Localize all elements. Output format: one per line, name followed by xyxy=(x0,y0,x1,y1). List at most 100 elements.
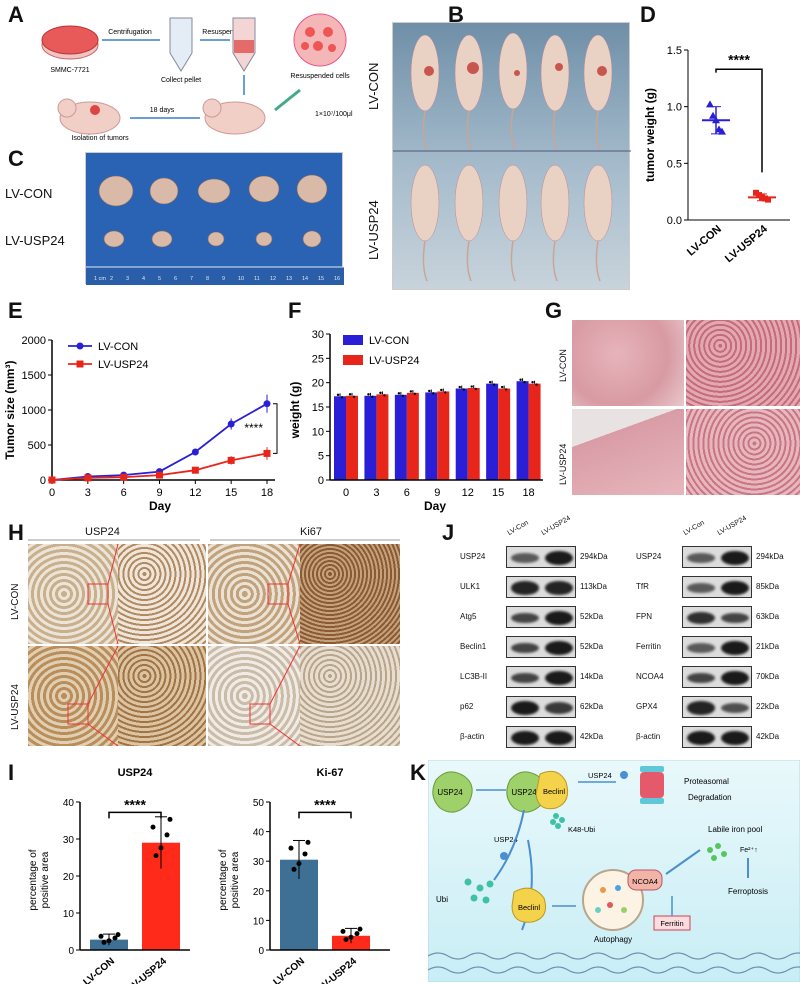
x-tick-label: 9 xyxy=(156,487,162,499)
k-ubi: Ubi xyxy=(436,895,448,904)
data-point xyxy=(106,938,112,944)
data-point xyxy=(500,385,504,389)
data-point xyxy=(98,933,104,939)
data-point xyxy=(432,392,435,395)
blot-band xyxy=(687,701,715,715)
blot-strip xyxy=(506,666,576,688)
ihc-image xyxy=(28,544,118,644)
blot-band xyxy=(721,731,749,745)
k-labile-iron-pool: Labile iron pool xyxy=(708,825,762,834)
x-tick-label: 12 xyxy=(462,487,474,499)
blot-strip xyxy=(506,546,576,568)
bar xyxy=(346,395,358,480)
blot-protein-label: GPX4 xyxy=(636,702,658,711)
y-tick-label: 0 xyxy=(40,475,46,487)
blot-protein-label: FPN xyxy=(636,612,652,621)
panel-g-label-con: LV-CON xyxy=(558,349,568,382)
y-tick-label: 40 xyxy=(63,798,75,809)
data-point xyxy=(413,392,417,396)
data-point xyxy=(343,936,349,942)
data-point xyxy=(340,396,344,399)
step-label: 1×10⁷/100μl xyxy=(315,111,353,118)
data-point xyxy=(397,392,401,395)
x-tick-label: 18 xyxy=(261,487,273,499)
blot-band xyxy=(687,731,715,745)
blot-protein-label: Beclin1 xyxy=(460,642,487,651)
blot-protein-label: ULK1 xyxy=(460,582,481,591)
data-point xyxy=(470,385,473,388)
y-tick-label: 0 xyxy=(68,946,74,957)
panel-h-col-ki67: Ki67 xyxy=(300,526,323,538)
data-point xyxy=(302,851,308,857)
y-tick-label: 20 xyxy=(63,872,75,883)
x-tick-label: 6 xyxy=(404,487,410,499)
data-point xyxy=(158,845,164,851)
data-point xyxy=(84,474,92,482)
blot-strip xyxy=(682,636,752,658)
panel-e-chart: 0 500 1000 1500 2000 0 3 6 9 12 15 18 Day Tumor size … xyxy=(3,335,278,513)
blot-strip xyxy=(506,726,576,748)
blot-kda-label: 113kDa xyxy=(580,582,607,591)
blot-kda-label: 52kDa xyxy=(580,642,604,651)
legend-marker xyxy=(76,342,84,350)
blot-band xyxy=(511,701,539,715)
x-tick-label: 15 xyxy=(492,487,504,499)
y-axis-label: Tumor size (mm³) xyxy=(3,360,17,459)
data-point xyxy=(718,127,726,135)
data-point xyxy=(458,385,461,389)
step-label: Collect pellet xyxy=(161,77,201,84)
bar xyxy=(364,395,377,480)
y-tick-label: 30 xyxy=(253,857,265,868)
data-point xyxy=(352,395,356,398)
legend-label: LV-CON xyxy=(369,335,409,347)
panel-label-i: I xyxy=(8,760,15,785)
k-proteasomal: Proteasomal xyxy=(684,777,729,786)
lane-label: LV-Con xyxy=(682,519,706,537)
y-tick-label: 0 xyxy=(258,946,264,957)
panel-label-c: C xyxy=(8,146,24,171)
bar xyxy=(376,394,389,480)
panel-i-usp24-chart: USP24 0 10 20 30 40 LV-CON LV-USP24 **** percenta… xyxy=(28,767,190,984)
panel-label-f: F xyxy=(288,298,302,323)
blot-kda-label: 21kDa xyxy=(756,642,780,651)
ihc-image xyxy=(300,544,400,644)
data-point xyxy=(263,449,271,457)
y-tick-label: 10 xyxy=(312,426,324,438)
blot-strip xyxy=(682,726,752,748)
y-tick-label: 0 xyxy=(318,475,324,487)
bar xyxy=(437,391,450,480)
data-point xyxy=(523,380,526,384)
legend-marker xyxy=(76,360,84,368)
blot-band xyxy=(545,611,573,625)
data-point xyxy=(401,394,405,398)
panel-k-mechanism-diagram: USP24 USP24 Beclinl USP24 Proteasomal De… xyxy=(428,760,800,982)
panel-label-g: G xyxy=(545,298,563,323)
blot-band xyxy=(687,672,715,684)
data-point xyxy=(765,196,771,203)
blot-kda-label: 70kDa xyxy=(756,672,780,681)
data-point xyxy=(348,934,354,940)
y-tick-label: 500 xyxy=(28,440,46,452)
blot-kda-label: 85kDa xyxy=(756,582,780,591)
data-point xyxy=(340,928,346,934)
k-beclin-2: Beclinl xyxy=(518,903,540,912)
panel-h-col-usp24: USP24 xyxy=(85,526,120,538)
y-tick-label: 20 xyxy=(312,378,324,390)
x-tick-label: 0 xyxy=(49,487,55,499)
ihc-image xyxy=(208,544,300,644)
panel-label-j: J xyxy=(442,520,455,545)
blot-band xyxy=(511,553,539,563)
data-point xyxy=(120,473,128,481)
data-point xyxy=(504,388,508,391)
panel-b-mice-photo xyxy=(392,22,631,290)
panel-label-a: A xyxy=(8,2,24,27)
legend-swatch xyxy=(343,335,363,345)
blot-protein-label: β-actin xyxy=(460,732,485,741)
blot-strip xyxy=(682,546,752,568)
k-usp24: USP24 xyxy=(437,788,463,797)
lane-label: LV-USP24 xyxy=(716,514,748,537)
blot-strip xyxy=(506,636,576,658)
blot-protein-label: USP24 xyxy=(636,552,662,561)
panel-d-chart: 0.0 0.5 1.0 1.5 tumor weight (g) LV-CON LV-USP… xyxy=(643,45,790,265)
panel-c-label-con: LV-CON xyxy=(5,186,53,201)
